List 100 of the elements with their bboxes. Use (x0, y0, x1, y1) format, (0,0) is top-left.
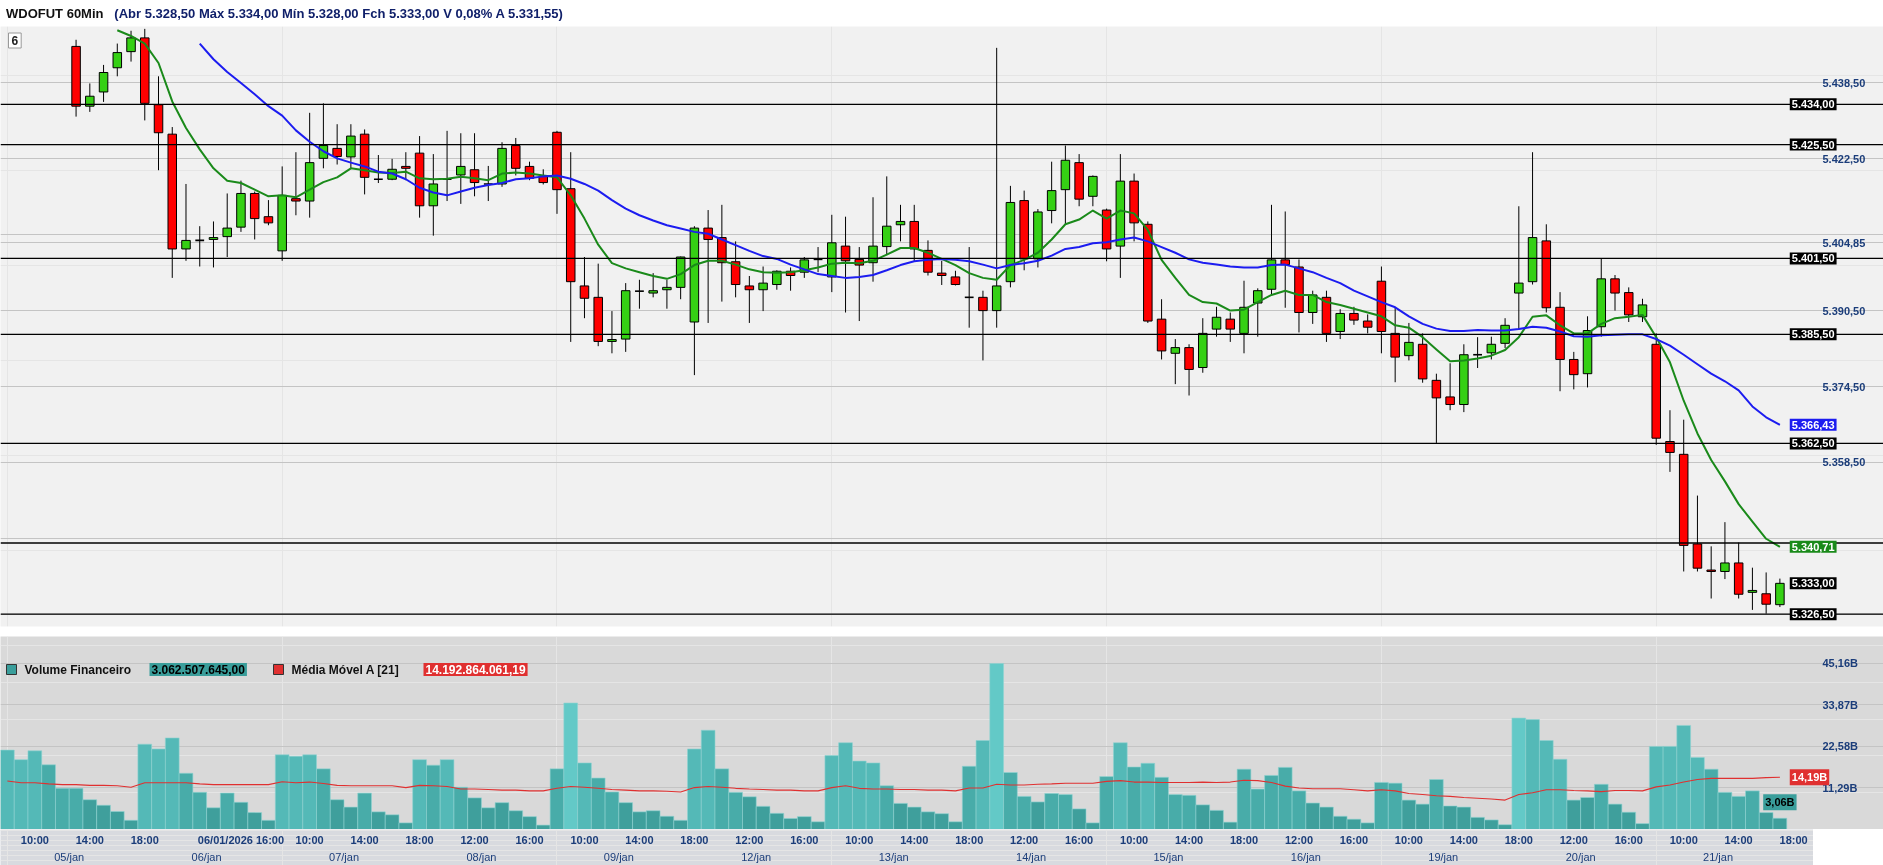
text: 5.333,00 (1791, 577, 1835, 590)
chart-subtitle: (Abr 5.328,50 Máx 5.334,00 Mín 5.328,00 Fch 5.333,00 V 0,08% A 5.331,55) (114, 6, 563, 21)
candlestick (98, 64, 109, 103)
x-tick-label: 18:00 (1504, 833, 1533, 846)
candlestick (373, 154, 384, 184)
candlestick (291, 151, 301, 216)
y-tick-label: 33,87B (1822, 698, 1859, 711)
x-tick-label: 10:00 (1394, 833, 1423, 846)
annotation: 3.062.507.645,00 (151, 663, 246, 677)
candlestick (936, 260, 947, 286)
y-tick-label: 5.438,50 (1822, 76, 1866, 89)
x-tick-label: 14:00 (75, 833, 104, 846)
x-tick-label: 12:00 (1559, 833, 1588, 846)
x-tick-label: 12:00 (1010, 833, 1039, 846)
candlestick (126, 30, 136, 63)
x-tick-label: 16:00 (515, 833, 544, 846)
x-tick-label: 14:00 (900, 833, 929, 846)
line-series (198, 42, 1781, 426)
ref-line-label: 5.362,50 (1791, 437, 1835, 450)
candlestick (1088, 174, 1098, 207)
candlestick (1623, 286, 1634, 323)
ref-line-label: 5.326,50 (1791, 608, 1835, 621)
candlestick (895, 204, 906, 242)
candlestick (428, 153, 439, 237)
x-tick-label: 14:00 (350, 833, 379, 846)
x-tick-label: 16:00 (790, 833, 819, 846)
candlestick (744, 275, 755, 324)
x-tick-label: 10:00 (1120, 833, 1149, 846)
candlestick (1486, 336, 1497, 360)
text: 19/jan (1428, 850, 1459, 863)
candlestick (1610, 274, 1620, 312)
y-tick-label: 22,58B (1822, 740, 1859, 753)
candlestick (1747, 567, 1758, 611)
candlestick (1184, 343, 1194, 397)
x-tick-label: 16:00 (1614, 833, 1643, 846)
candlestick (1170, 338, 1181, 385)
candlestick (263, 199, 274, 226)
x-tick-label: 16:00 (1339, 833, 1369, 846)
text: 20/jan (1565, 850, 1596, 863)
y-tick-label: 45,16B (1822, 657, 1859, 670)
x-tick-label: 18:00 (1229, 833, 1259, 846)
x-tick-label: 10:00 (20, 833, 49, 846)
text: 15/jan (1153, 850, 1184, 863)
text: 05/jan (54, 850, 85, 863)
text: 08/jan (466, 850, 497, 863)
candlestick (1569, 351, 1579, 390)
text: 14/jan (1016, 850, 1047, 863)
y-tick-label: 5.390,50 (1822, 304, 1866, 317)
x-tick-label: 18:00 (1779, 833, 1808, 846)
candlestick (401, 151, 411, 181)
candlestick (1349, 306, 1359, 326)
x-tick-label: 18:00 (130, 833, 159, 846)
text: 07/jan (329, 850, 360, 863)
candlestick (112, 43, 123, 77)
chart-title: WDOFUT 60Min (6, 6, 104, 21)
ref-line-label: 5.401,50 (1791, 252, 1835, 265)
candlestick (1775, 578, 1785, 608)
candlestick (648, 272, 658, 298)
ref-line-label: 5.385,50 (1791, 328, 1835, 341)
legend-label: Média Móvel A [21] (291, 662, 399, 677)
text: 21/jan (1703, 850, 1734, 863)
x-tick-label: 14:00 (1724, 833, 1753, 846)
x-tick-label: 14:00 (1174, 833, 1204, 846)
y-tick-label: 5.422,50 (1822, 152, 1866, 165)
x-tick-label: 18:00 (955, 833, 984, 846)
x-tick-label: 10:00 (1669, 833, 1698, 846)
y-tick-label: 5.374,50 (1822, 380, 1866, 393)
text: 13/jan (878, 850, 909, 863)
data-label: 3,06B (1765, 796, 1795, 809)
x-tick-label: 12:00 (1284, 833, 1314, 846)
ref-line-label: 5.434,00 (1791, 98, 1835, 111)
y-tick-label: 5.358,50 (1822, 456, 1866, 469)
annotation: 14.192.864.061,19 (425, 663, 526, 677)
y-tick-label: 5.404,85 (1822, 236, 1866, 249)
x-tick-label: 12:00 (735, 833, 764, 846)
data-label: 5.366,43 (1791, 418, 1835, 431)
candlestick (634, 279, 645, 310)
candlestick (882, 175, 892, 256)
y-tick-label: 11,29B (1822, 782, 1858, 794)
x-tick-label: 18:00 (405, 833, 434, 846)
ref-line-label: 5.425,50 (1791, 138, 1835, 151)
candlestick (1046, 161, 1057, 224)
x-tick-label: 12:00 (460, 833, 489, 846)
text: 06/jan (191, 850, 222, 863)
candlestick (1445, 362, 1455, 411)
text: 16/jan (1290, 850, 1321, 863)
x-tick-label: 10:00 (570, 833, 599, 846)
candlestick (1472, 336, 1483, 369)
x-tick-label: 06/01/2026 16:00 (197, 833, 285, 846)
text: 09/jan (603, 850, 634, 863)
line-series (116, 29, 1781, 548)
data-label: 14,19B (1791, 771, 1828, 784)
x-tick-label: 10:00 (295, 833, 324, 846)
data-label: 5.340,71 (1791, 540, 1835, 553)
x-tick-label: 16:00 (1065, 833, 1094, 846)
candlestick (1307, 290, 1318, 325)
x-tick-label: 14:00 (1449, 833, 1478, 846)
candlestick (758, 266, 768, 312)
text: 12/jan (741, 850, 772, 863)
x-tick-label: 18:00 (680, 833, 709, 846)
